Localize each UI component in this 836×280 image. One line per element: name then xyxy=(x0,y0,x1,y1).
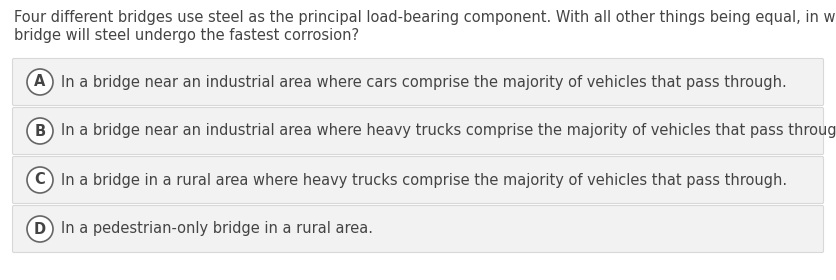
Text: Four different bridges use steel as the principal load-bearing component. With a: Four different bridges use steel as the … xyxy=(14,10,836,25)
Text: C: C xyxy=(34,172,45,188)
FancyBboxPatch shape xyxy=(13,206,823,253)
Text: D: D xyxy=(34,221,46,237)
Text: In a bridge in a rural area where heavy trucks comprise the majority of vehicles: In a bridge in a rural area where heavy … xyxy=(61,172,788,188)
FancyBboxPatch shape xyxy=(13,157,823,204)
Text: In a bridge near an industrial area where cars comprise the majority of vehicles: In a bridge near an industrial area wher… xyxy=(61,74,787,90)
Text: A: A xyxy=(34,74,46,90)
Text: bridge will steel undergo the fastest corrosion?: bridge will steel undergo the fastest co… xyxy=(14,28,359,43)
Circle shape xyxy=(27,216,53,242)
FancyBboxPatch shape xyxy=(13,59,823,106)
Circle shape xyxy=(27,118,53,144)
Text: In a pedestrian-only bridge in a rural area.: In a pedestrian-only bridge in a rural a… xyxy=(61,221,373,237)
FancyBboxPatch shape xyxy=(13,108,823,155)
Text: B: B xyxy=(34,123,46,139)
Text: In a bridge near an industrial area where heavy trucks comprise the majority of : In a bridge near an industrial area wher… xyxy=(61,123,836,139)
Circle shape xyxy=(27,167,53,193)
Circle shape xyxy=(27,69,53,95)
